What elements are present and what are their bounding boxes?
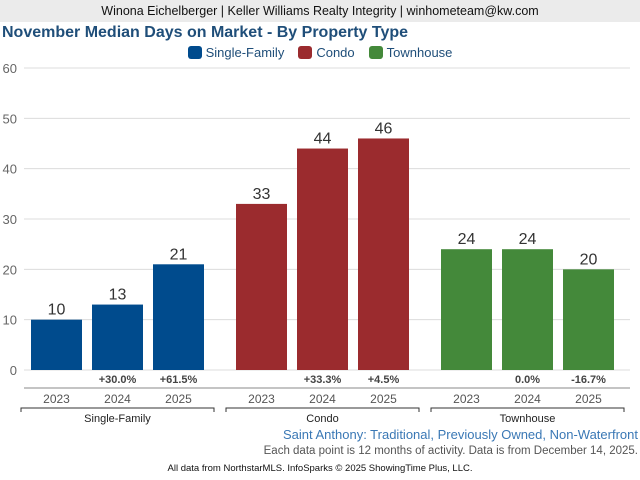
footer-credit: All data from NorthstarMLS. InfoSparks ©…: [167, 463, 473, 474]
x-tick-label: 2023: [248, 392, 275, 406]
group-bracket: [430, 407, 625, 412]
legend-item-single-family[interactable]: Single-Family: [187, 45, 285, 60]
y-tick-label: 0: [10, 363, 17, 378]
x-tick-label: 2025: [165, 392, 192, 406]
change-label: +4.5%: [368, 374, 400, 386]
y-tick-label: 60: [3, 61, 17, 76]
change-label: 0.0%: [515, 374, 540, 386]
bar: [502, 249, 553, 370]
legend-swatch-condo: [298, 46, 313, 59]
y-tick-label: 30: [3, 212, 17, 227]
x-tick-label: 2024: [514, 392, 541, 406]
x-tick-label: 2024: [104, 392, 131, 406]
bar: [441, 249, 492, 370]
legend-item-condo[interactable]: Condo: [298, 45, 355, 60]
bar-value-label: 20: [580, 251, 598, 268]
x-tick-label: 2024: [309, 392, 336, 406]
bar: [236, 203, 287, 370]
data-note: Each data point is 12 months of activity…: [263, 445, 638, 457]
x-tick-label: 2025: [575, 392, 602, 406]
bar-value-label: 24: [458, 231, 476, 248]
x-tick-label: 2025: [370, 392, 397, 406]
bar-value-label: 13: [109, 287, 127, 304]
bar-value-label: 10: [48, 302, 66, 319]
x-tick-label: 2023: [43, 392, 70, 406]
bar: [153, 264, 204, 370]
chart-subtitle: Saint Anthony: Traditional, Previously O…: [282, 427, 638, 442]
legend-label: Townhouse: [386, 45, 453, 60]
group-bracket: [20, 407, 215, 412]
change-label: +30.0%: [99, 374, 137, 386]
group-label: Single-Family: [84, 413, 151, 425]
legend-label: Condo: [316, 45, 355, 60]
legend-item-townhouse[interactable]: Townhouse: [368, 45, 453, 60]
y-tick-label: 50: [3, 111, 17, 126]
legend-swatch-single-family: [187, 46, 202, 59]
change-label: +33.3%: [304, 374, 342, 386]
bar: [92, 304, 143, 370]
bar: [563, 269, 614, 370]
bar-value-label: 33: [253, 186, 271, 203]
y-tick-label: 40: [3, 162, 17, 177]
group-bracket: [225, 407, 420, 412]
change-label: +61.5%: [160, 374, 198, 386]
y-tick-label: 20: [3, 262, 17, 277]
change-label: -16.7%: [571, 374, 606, 386]
chart-legend: Single-Family Condo Townhouse: [0, 45, 640, 60]
bar-value-label: 46: [375, 120, 393, 137]
bar: [358, 138, 409, 370]
agent-header: Winona Eichelberger | Keller Williams Re…: [0, 0, 640, 22]
group-label: Condo: [306, 413, 338, 425]
legend-swatch-townhouse: [368, 46, 383, 59]
bar-value-label: 24: [519, 231, 537, 248]
legend-label: Single-Family: [205, 45, 285, 60]
group-label: Townhouse: [500, 413, 556, 425]
y-tick-label: 10: [3, 313, 17, 328]
bar-value-label: 21: [170, 246, 188, 263]
bar: [31, 319, 82, 370]
bar-value-label: 44: [314, 131, 332, 148]
x-tick-label: 2023: [453, 392, 480, 406]
chart-title: November Median Days on Market - By Prop…: [2, 24, 409, 41]
bar: [297, 148, 348, 370]
